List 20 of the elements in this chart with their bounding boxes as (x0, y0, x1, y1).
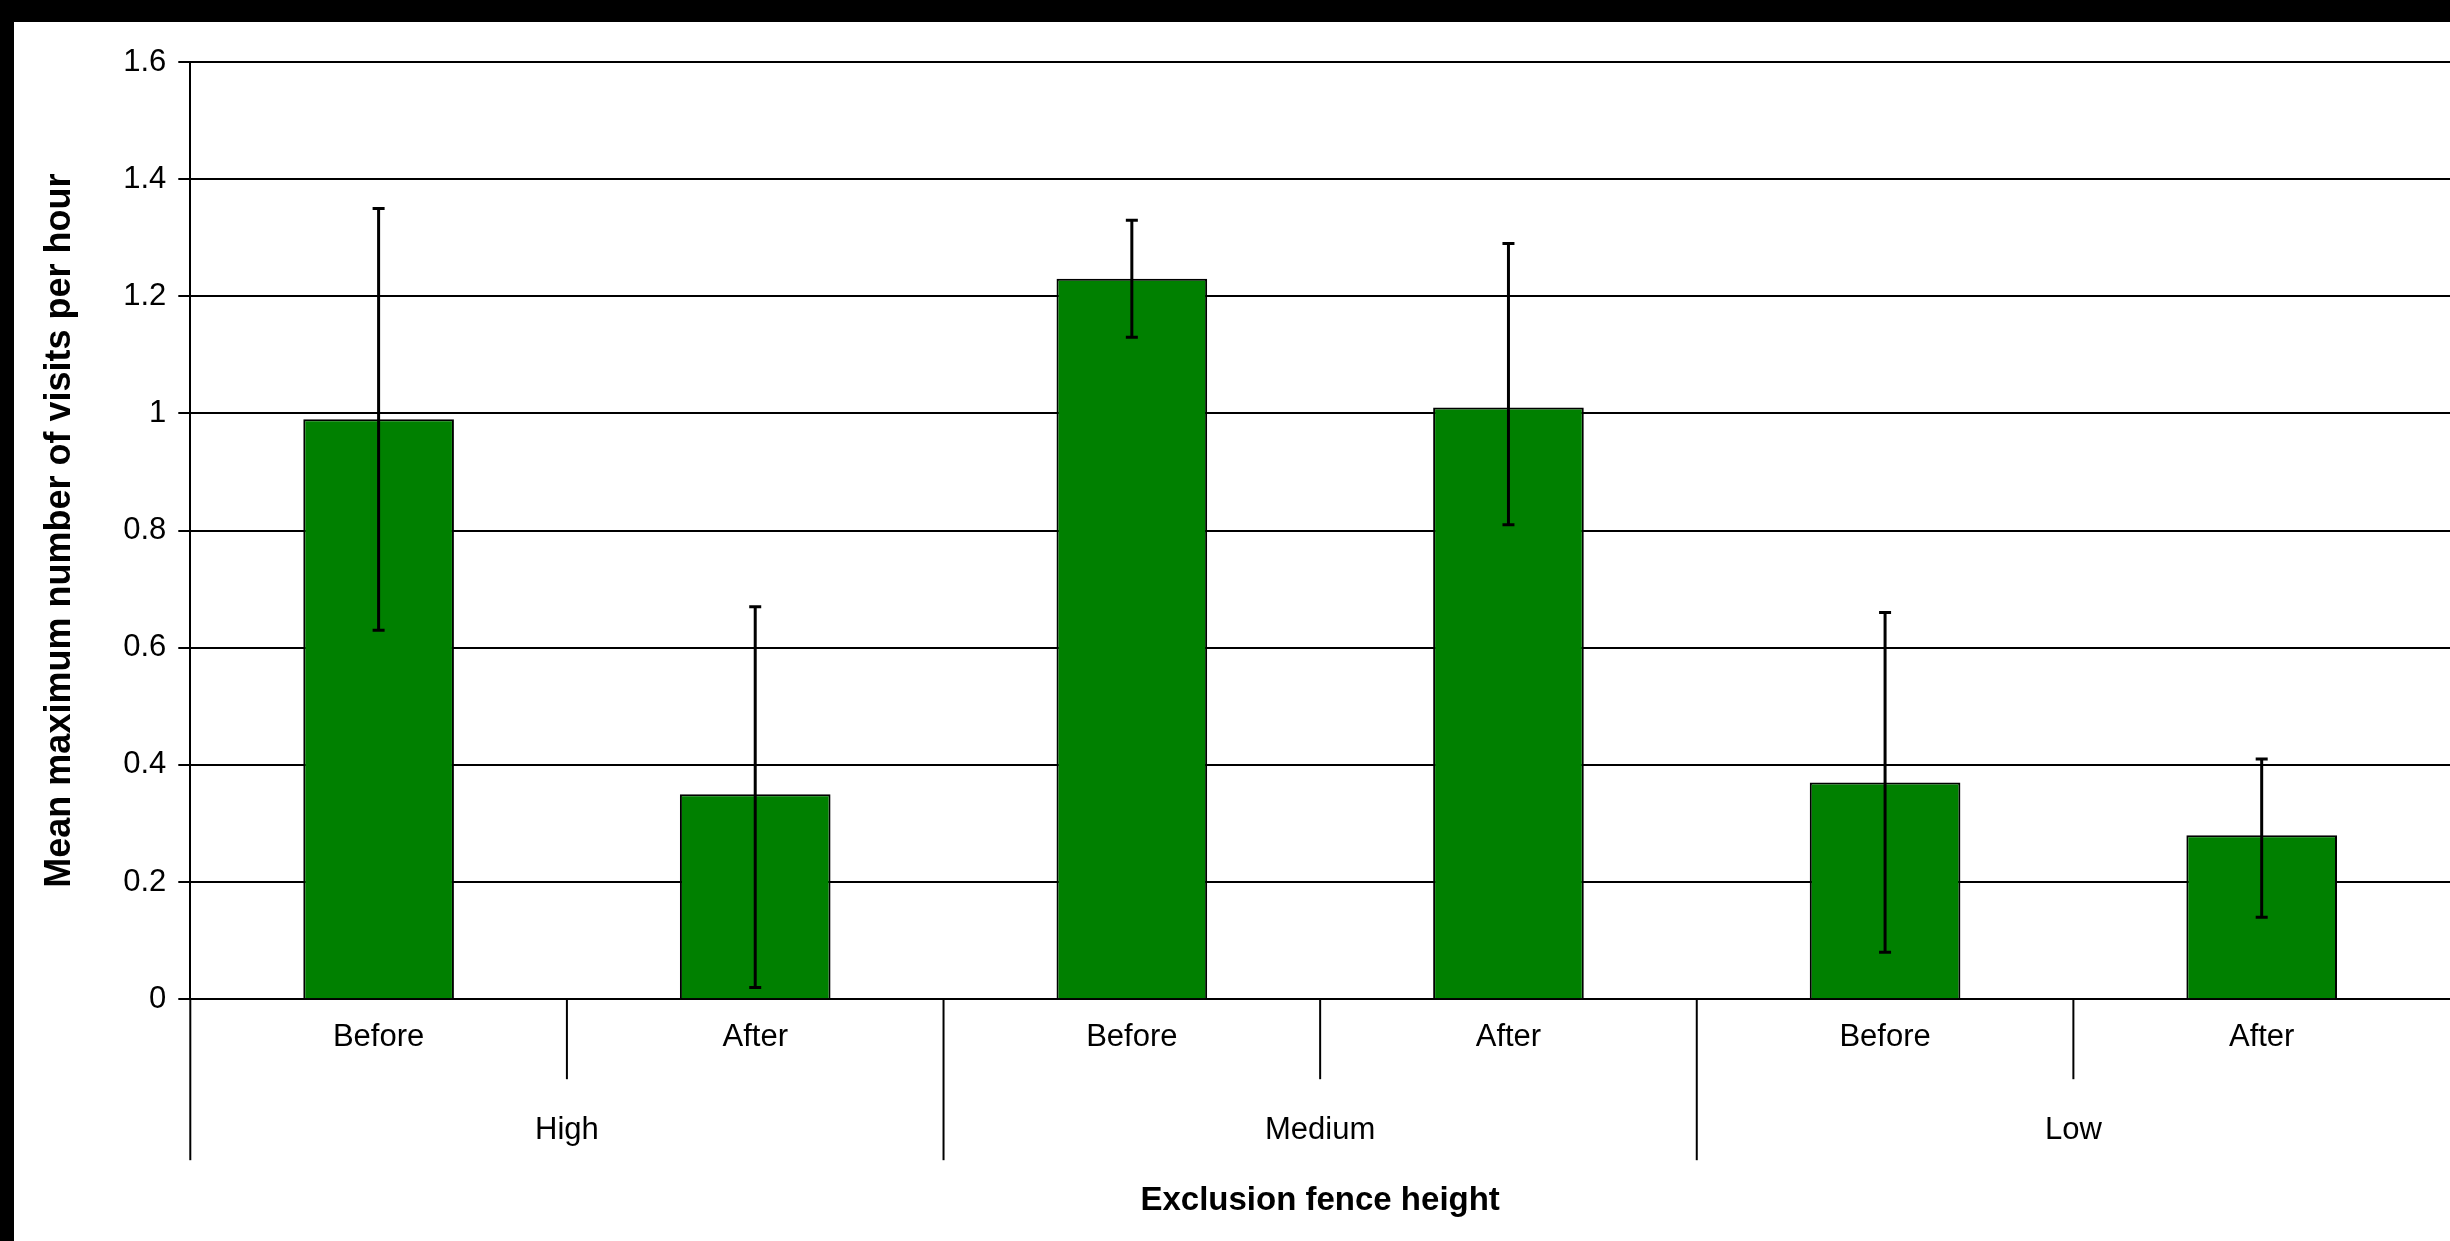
text: High (535, 1110, 599, 1146)
x-axis-title: Exclusion fence height (1140, 1180, 1500, 1218)
y-tick-label: 0.6 (123, 628, 167, 664)
y-tick-label: 1.4 (123, 159, 167, 195)
x-tick-label: After (1475, 1018, 1542, 1054)
x-tick-label: After (2228, 1018, 2295, 1054)
x-tick-label: Before (1839, 1018, 1931, 1054)
y-tick-label: 0 (149, 979, 167, 1015)
y-tick-label: 0.4 (123, 745, 167, 781)
x-tick-label: Before (332, 1018, 425, 1054)
y-tick-label: 0.8 (123, 511, 167, 547)
y-tick-label: 0.2 (123, 862, 167, 898)
x-tick-label: After (722, 1018, 788, 1054)
y-tick-label: 1.6 (123, 42, 167, 78)
x-tick-label: Before (1086, 1018, 1178, 1054)
text: Low (2044, 1110, 2103, 1146)
y-axis-title: Mean maximum number of visits per hour (36, 173, 78, 888)
y-tick-label: 1 (149, 394, 167, 429)
text: Medium (1265, 1110, 1376, 1146)
y-tick-label: 1.2 (123, 276, 167, 312)
